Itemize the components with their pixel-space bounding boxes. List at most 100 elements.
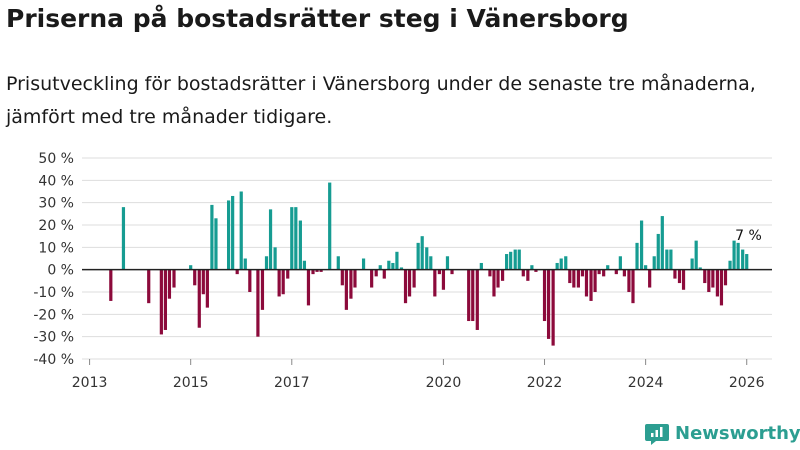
bar	[698, 267, 702, 270]
bar	[597, 269, 601, 275]
bar	[294, 207, 298, 270]
bar	[344, 269, 348, 310]
x-tick-label: 2022	[527, 375, 563, 391]
bar	[121, 207, 126, 270]
bar	[500, 269, 505, 281]
bar	[378, 265, 382, 270]
bar	[290, 207, 294, 270]
bar	[328, 182, 332, 270]
bar	[281, 269, 285, 295]
bar	[167, 269, 172, 299]
bar	[736, 242, 740, 270]
bar	[580, 269, 585, 277]
bar	[564, 256, 568, 270]
bar	[420, 236, 424, 270]
bar	[226, 200, 231, 270]
bar	[652, 256, 656, 270]
bar	[492, 269, 496, 297]
bar	[243, 258, 247, 270]
bar	[505, 254, 509, 270]
bar	[559, 258, 563, 270]
bar	[648, 269, 652, 288]
bar	[260, 269, 265, 310]
bar	[214, 218, 218, 270]
bar	[711, 269, 715, 288]
bar	[534, 269, 538, 272]
brand-logo[interactable]: Newsworthy	[645, 421, 800, 445]
bar	[656, 233, 660, 270]
bar	[576, 269, 580, 288]
bar	[231, 195, 235, 270]
bar	[488, 269, 492, 277]
x-axis: 2013 2015 2017 2020 2022 2024 2026	[72, 268, 772, 391]
bar	[530, 265, 534, 270]
newsworthy-logo-icon	[645, 424, 669, 445]
x-tick-label: 2015	[173, 375, 209, 391]
bar	[471, 269, 475, 322]
x-tick-label: 2026	[729, 375, 765, 391]
bar	[517, 249, 521, 270]
y-tick-label: 30 %	[38, 196, 74, 212]
bar	[707, 269, 711, 292]
bar	[387, 260, 391, 270]
bar	[370, 269, 374, 288]
bar	[690, 258, 694, 270]
bar	[433, 269, 437, 297]
bar	[399, 267, 404, 270]
x-tick-label: 2024	[628, 375, 664, 391]
bar	[551, 269, 555, 346]
x-tick-label: 2013	[72, 375, 108, 391]
bar	[302, 260, 307, 270]
bar	[159, 269, 163, 335]
bar	[248, 269, 252, 292]
bar	[201, 269, 205, 295]
bar	[728, 260, 732, 270]
bar	[665, 249, 669, 270]
bar	[673, 269, 677, 279]
y-tick-label: 0 %	[47, 263, 74, 279]
bar	[441, 269, 446, 290]
bar	[568, 269, 572, 284]
bar	[445, 256, 450, 270]
x-tick-label: 2017	[274, 375, 310, 391]
bar	[526, 269, 530, 281]
bar	[353, 269, 357, 288]
brand-name: Newsworthy	[675, 422, 800, 444]
bars	[109, 182, 749, 346]
bar	[193, 269, 197, 286]
x-tick-label: 2020	[426, 375, 462, 391]
bar	[509, 251, 513, 270]
bar	[669, 249, 673, 270]
bar	[239, 191, 243, 270]
bar	[189, 265, 193, 270]
bar	[741, 249, 745, 270]
bar	[319, 269, 323, 272]
y-tick-label: 20 %	[38, 218, 74, 234]
bar	[496, 269, 500, 288]
bar	[311, 269, 315, 275]
bar	[374, 269, 378, 277]
bar	[715, 269, 720, 297]
bar	[256, 269, 260, 337]
y-tick-label: -40 %	[33, 352, 74, 368]
bar	[479, 262, 483, 270]
bar	[635, 242, 639, 270]
bar	[513, 249, 517, 270]
bar	[306, 269, 311, 306]
bar	[205, 269, 209, 308]
bar	[268, 209, 273, 270]
bar	[703, 269, 707, 284]
bar	[622, 269, 626, 277]
annotations: 7 %	[735, 228, 762, 244]
bar	[694, 240, 698, 270]
bar	[618, 256, 622, 270]
bar	[395, 251, 399, 270]
bar	[197, 269, 201, 328]
bar	[172, 269, 176, 288]
bar	[382, 269, 386, 279]
bar	[542, 269, 547, 322]
chart-subtitle: Prisutveckling för bostadsrätter i Väner…	[6, 73, 756, 128]
bar	[719, 269, 724, 306]
chart-title: Priserna på bostadsrätter steg i Vänersb…	[6, 4, 629, 33]
y-tick-label: 10 %	[38, 240, 74, 256]
